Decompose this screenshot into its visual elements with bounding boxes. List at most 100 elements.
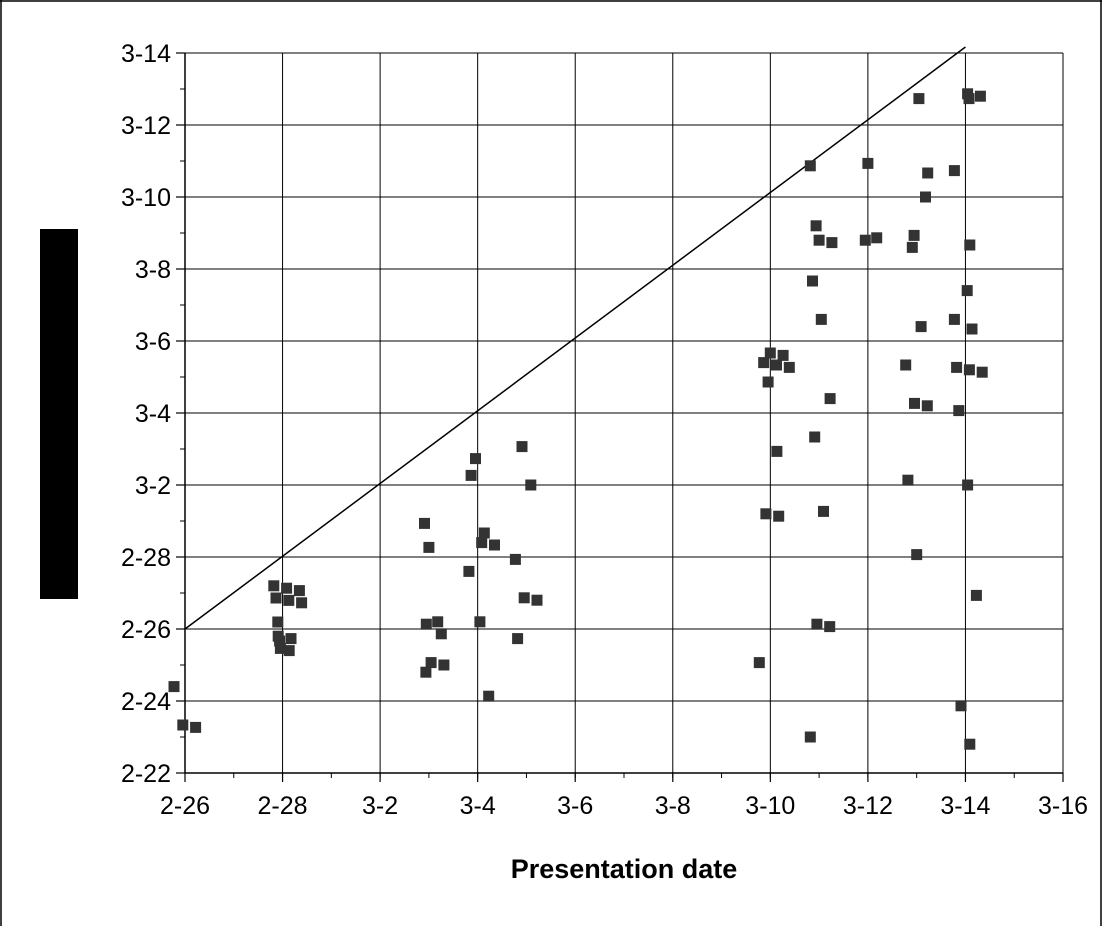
data-point	[777, 349, 789, 361]
data-point	[807, 275, 818, 287]
y-tick-label: 3-4	[135, 400, 171, 428]
data-point	[190, 721, 202, 733]
data-point	[476, 537, 488, 549]
data-point	[963, 93, 975, 105]
data-point	[955, 700, 967, 712]
data-point	[177, 719, 189, 731]
data-point	[902, 474, 914, 486]
data-point	[518, 592, 530, 604]
y-tick-label: 3-10	[121, 184, 171, 212]
data-point	[512, 633, 524, 645]
data-point	[862, 157, 874, 169]
data-point	[478, 527, 490, 539]
data-point	[771, 359, 782, 371]
data-point	[810, 220, 822, 232]
data-point	[974, 90, 986, 102]
data-point	[859, 234, 871, 246]
data-point	[531, 594, 543, 606]
data-point	[921, 400, 933, 412]
gridlines	[184, 52, 1064, 774]
data-point	[976, 366, 988, 378]
data-point	[274, 635, 286, 647]
data-point	[470, 453, 481, 465]
data-point	[915, 321, 927, 333]
data-point	[961, 285, 973, 297]
data-point	[425, 657, 437, 669]
data-point	[900, 359, 912, 371]
data-point	[783, 361, 795, 373]
y-tick-label: 3-14	[121, 40, 171, 68]
data-point	[293, 585, 305, 597]
y-tick-label: 3-8	[135, 256, 171, 284]
data-point	[489, 539, 500, 551]
y-tick-label: 3-2	[135, 472, 171, 500]
data-point	[753, 657, 765, 669]
data-point	[811, 618, 823, 630]
y-tick-label: 3-12	[121, 112, 171, 140]
y-axis-title-redaction	[40, 229, 78, 599]
data-point	[760, 508, 772, 520]
y-tick-label: 2-26	[121, 616, 171, 644]
data-point	[773, 510, 785, 522]
x-tick-label: 3-4	[460, 792, 496, 820]
data-point	[483, 690, 495, 702]
data-point	[762, 376, 774, 388]
data-point	[826, 237, 838, 249]
data-point	[525, 479, 537, 491]
data-point	[438, 659, 450, 671]
y-tick-label: 3-6	[135, 328, 171, 356]
minor-ticks	[176, 52, 1064, 782]
data-point	[953, 405, 965, 417]
data-point	[804, 160, 816, 172]
data-point	[908, 229, 920, 241]
data-point	[970, 589, 982, 601]
y-tick-label: 2-22	[121, 760, 171, 788]
data-point	[948, 313, 960, 325]
data-point	[419, 517, 430, 529]
x-axis-title: Presentation date	[511, 854, 738, 884]
x-tick-label: 3-16	[1038, 792, 1088, 820]
reference-line	[184, 46, 966, 630]
x-tick-label: 3-2	[362, 792, 398, 820]
data-point	[270, 592, 282, 604]
data-point	[420, 666, 432, 678]
data-point	[964, 738, 976, 750]
data-point	[274, 642, 286, 654]
data-point	[296, 597, 308, 609]
data-point	[463, 565, 475, 577]
x-tick-label: 3-12	[843, 792, 893, 820]
data-point	[432, 616, 444, 628]
x-tick-label: 3-8	[655, 792, 691, 820]
data-point	[913, 93, 925, 105]
data-point	[824, 393, 836, 405]
data-point	[911, 549, 923, 561]
x-tick-label: 2-26	[160, 792, 210, 820]
data-point	[423, 541, 435, 553]
data-point	[809, 431, 821, 443]
x-tick-label: 2-28	[258, 792, 308, 820]
data-point	[963, 364, 975, 376]
data-point	[272, 616, 284, 628]
data-point	[920, 191, 931, 203]
data-point	[909, 397, 920, 409]
data-point	[474, 616, 486, 628]
data-point	[516, 441, 528, 453]
data-point	[815, 313, 827, 325]
y-tick-labels: 2-22 2-24 2-26 2-28 3-2 3-4 3-6 3-8 3-10 3-12 3-14	[121, 40, 171, 788]
data-point	[168, 681, 180, 693]
x-tick-label: 3-10	[745, 792, 795, 820]
data-point	[465, 469, 477, 481]
data-point	[283, 645, 295, 657]
data-point	[758, 357, 770, 369]
data-point	[435, 628, 447, 640]
data-point	[804, 731, 816, 743]
data-point	[420, 618, 432, 630]
y-tick-label: 2-24	[121, 688, 171, 716]
x-tick-label: 3-14	[940, 792, 990, 820]
data-point	[871, 232, 883, 244]
data-point	[964, 239, 976, 251]
data-points	[168, 88, 988, 750]
data-point	[813, 234, 825, 246]
y-tick-label: 2-28	[121, 544, 171, 572]
